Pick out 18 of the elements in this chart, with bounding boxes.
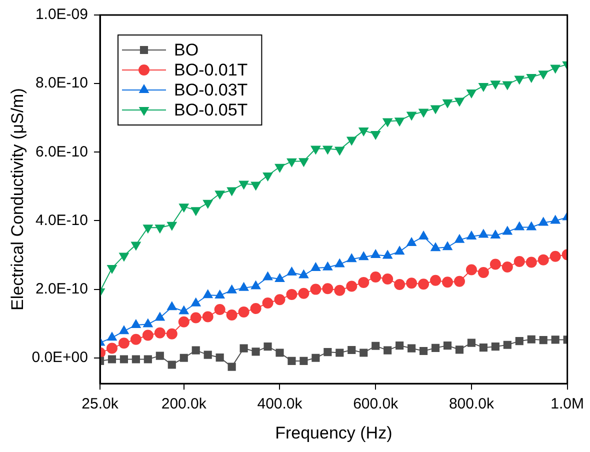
y-tick-label: 8.0E-10: [35, 74, 88, 92]
y-axis-title: Electrical Conductivity (μS/m): [8, 88, 27, 310]
y-tick-label: 6.0E-10: [35, 143, 88, 160]
x-tick-label: 400.0k: [257, 396, 303, 413]
legend-label: BO: [174, 40, 199, 60]
legend-label: BO-0.05T: [174, 100, 248, 120]
legend-label: BO-0.03T: [174, 80, 248, 100]
y-tick-label: 2.0E-10: [35, 280, 88, 298]
x-tick-label: 600.0k: [353, 396, 399, 413]
y-tick-label: 1.0E-09: [35, 6, 88, 24]
x-tick-label: 25.0k: [82, 396, 119, 413]
y-tick-label: 4.0E-10: [35, 212, 88, 229]
x-axis-title: Frequency (Hz): [275, 423, 392, 442]
y-tick-label: 0.0E+00: [32, 349, 88, 366]
x-tick-label: 1.0M: [550, 396, 584, 413]
x-tick-label: 200.0k: [161, 396, 207, 413]
legend-label: BO-0.01T: [174, 60, 248, 80]
x-tick-label: 800.0k: [448, 396, 494, 413]
